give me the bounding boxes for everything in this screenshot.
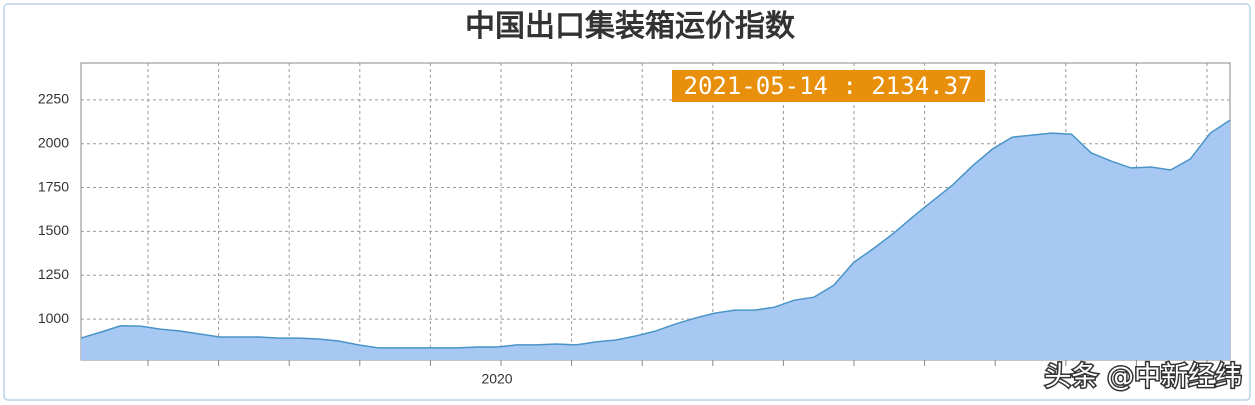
y-tick-label: 1750 — [38, 178, 69, 194]
area — [81, 120, 1230, 360]
y-tick-label: 2250 — [38, 91, 69, 107]
annotation: 2021-05-14 : 2134.37 — [684, 72, 973, 100]
area-line — [80, 119, 1231, 349]
y-tick-label: 1000 — [38, 310, 69, 326]
chart-title: 中国出口集装箱运价指数 — [465, 9, 796, 44]
y-tick-label: 1250 — [38, 266, 69, 282]
watermark: 头条 @中新经纬 — [1044, 362, 1242, 393]
x-tick-label: 2020 — [481, 371, 512, 387]
annotation-box — [672, 70, 985, 102]
y-tick-label: 1500 — [38, 222, 69, 238]
y-tick-label: 2000 — [38, 134, 69, 150]
